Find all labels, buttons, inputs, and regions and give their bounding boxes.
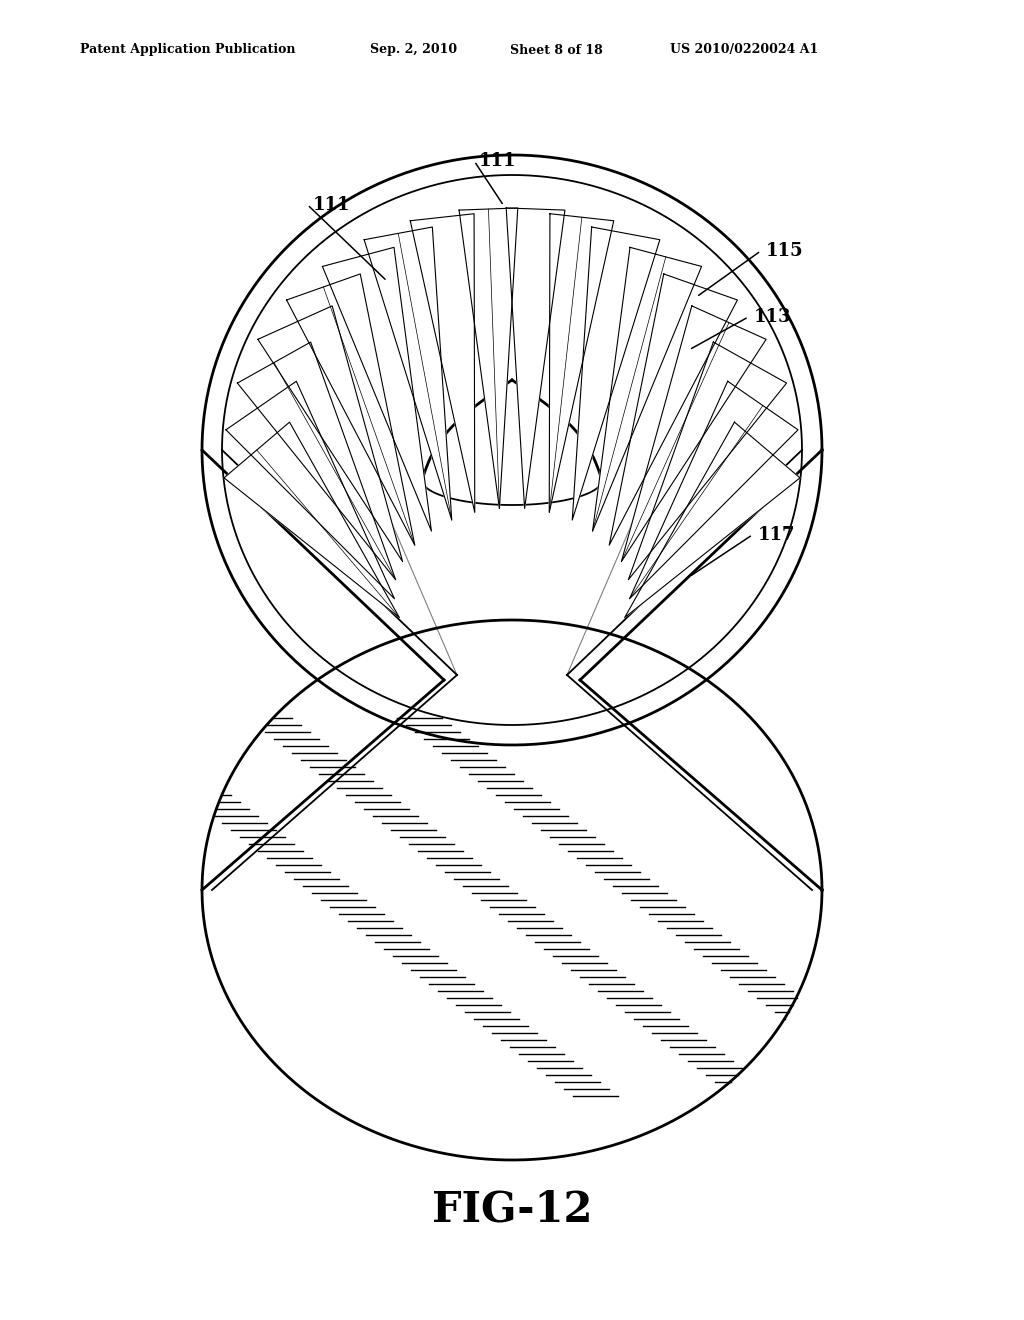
Polygon shape: [287, 275, 415, 545]
Polygon shape: [625, 422, 800, 618]
Polygon shape: [630, 381, 798, 599]
Polygon shape: [411, 214, 475, 512]
Polygon shape: [549, 214, 613, 512]
Polygon shape: [459, 209, 518, 508]
Polygon shape: [629, 342, 786, 579]
Polygon shape: [258, 306, 402, 561]
Polygon shape: [622, 306, 766, 561]
Polygon shape: [226, 381, 394, 599]
Polygon shape: [323, 247, 431, 531]
Polygon shape: [609, 275, 737, 545]
Text: 111: 111: [312, 195, 350, 214]
Text: Sheet 8 of 18: Sheet 8 of 18: [510, 44, 603, 57]
Text: US 2010/0220024 A1: US 2010/0220024 A1: [670, 44, 818, 57]
Polygon shape: [238, 342, 395, 579]
Text: 117: 117: [758, 525, 796, 544]
Polygon shape: [224, 422, 399, 618]
Text: FIG-12: FIG-12: [432, 1189, 592, 1232]
Polygon shape: [506, 209, 565, 508]
Text: 111: 111: [479, 152, 517, 170]
Text: 115: 115: [766, 242, 804, 260]
Text: Patent Application Publication: Patent Application Publication: [80, 44, 296, 57]
Polygon shape: [593, 247, 701, 531]
Text: Sep. 2, 2010: Sep. 2, 2010: [370, 44, 457, 57]
Polygon shape: [572, 227, 659, 520]
Text: 113: 113: [754, 308, 792, 326]
Polygon shape: [365, 227, 452, 520]
